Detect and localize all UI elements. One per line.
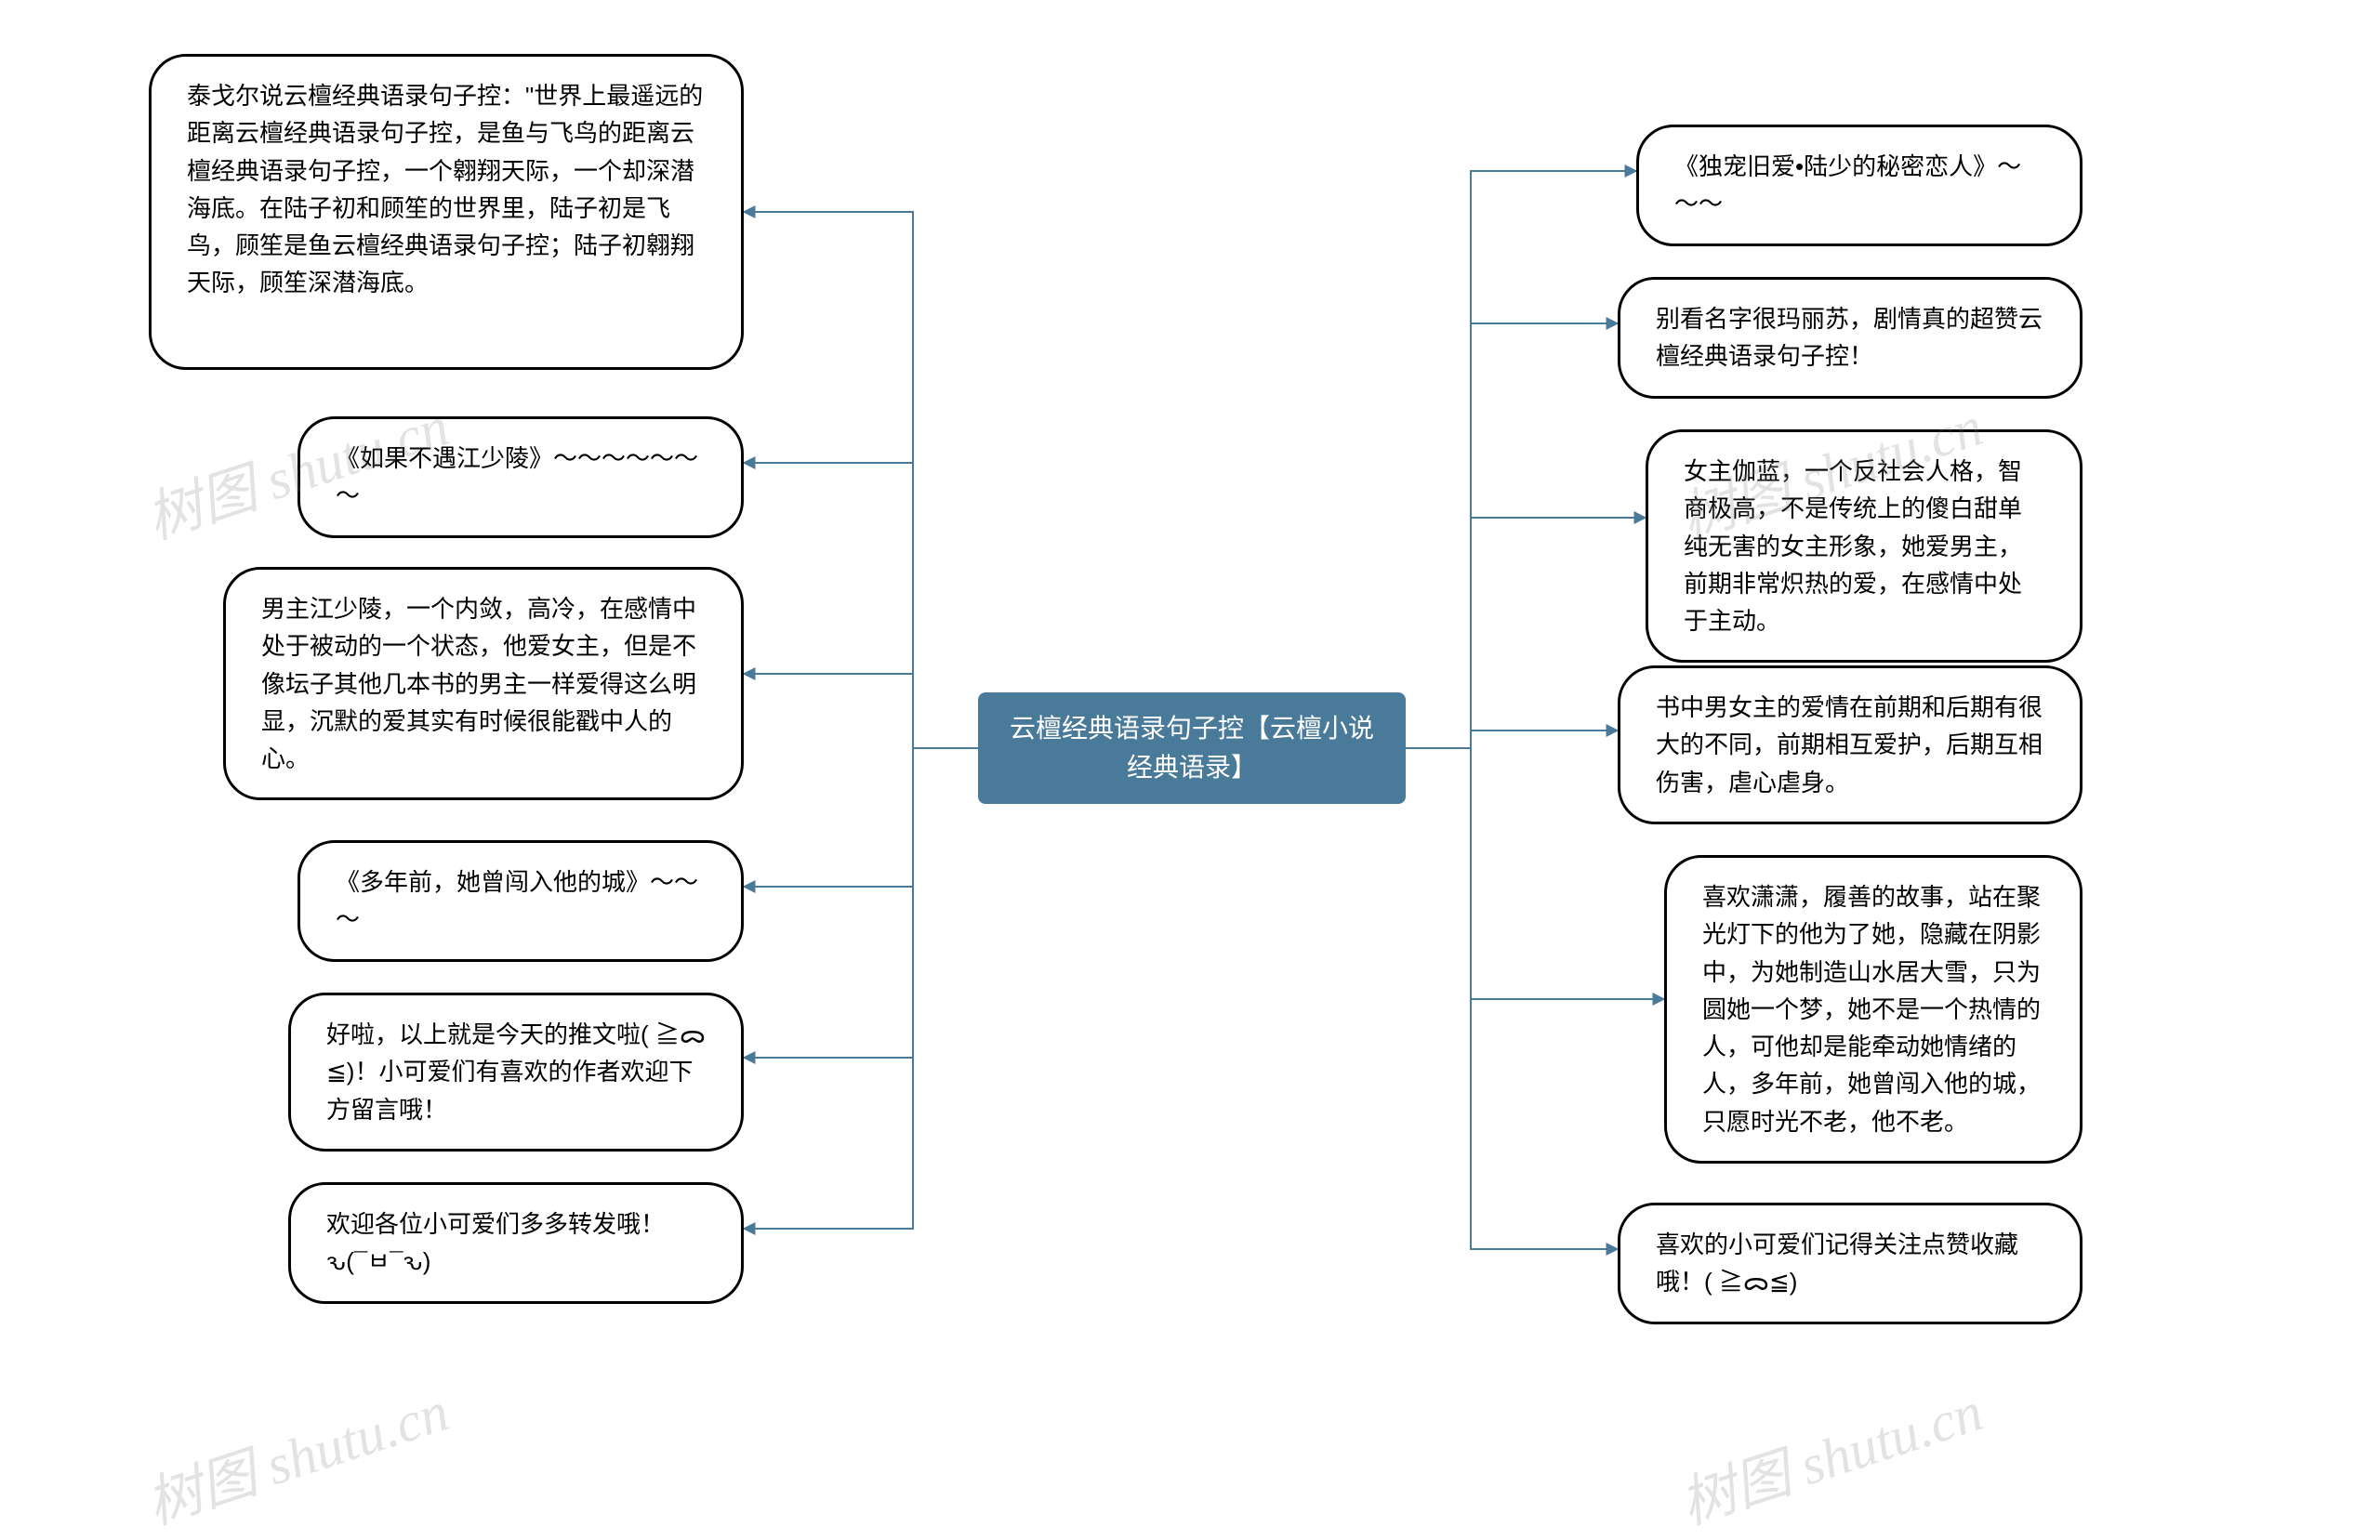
center-topic-label: 云檀经典语录句子控【云檀小说经典语录】 xyxy=(1004,709,1380,787)
left-node-3[interactable]: 《多年前，她曾闯入他的城》～～～ xyxy=(298,840,744,962)
connector xyxy=(1406,748,1618,1249)
connector xyxy=(744,674,978,748)
node-text: 喜欢的小可爱们记得关注点赞收藏哦！( ≧ᯅ≦) xyxy=(1656,1231,2018,1296)
connector xyxy=(1406,323,1618,748)
left-node-4[interactable]: 好啦，以上就是今天的推文啦( ≧ᯅ≦)！小可爱们有喜欢的作者欢迎下方留言哦！ xyxy=(288,993,744,1152)
center-topic[interactable]: 云檀经典语录句子控【云檀小说经典语录】 xyxy=(978,692,1406,804)
node-text: 男主江少陵，一个内敛，高冷，在感情中处于被动的一个状态，他爱女主，但是不像坛子其… xyxy=(261,595,696,772)
node-text: 《多年前，她曾闯入他的城》～～～ xyxy=(336,868,698,933)
connector xyxy=(744,748,978,1229)
connector xyxy=(1406,731,1618,748)
right-node-4[interactable]: 喜欢潇潇，履善的故事，站在聚光灯下的他为了她，隐藏在阴影中，为她制造山水居大雪，… xyxy=(1664,855,2082,1164)
connector xyxy=(744,748,978,887)
node-text: 女主伽蓝，一个反社会人格，智商极高，不是传统上的傻白甜单纯无害的女主形象，她爱男… xyxy=(1684,457,2022,635)
watermark-3: 树图 shutu.cn xyxy=(1669,1366,1991,1540)
connector xyxy=(744,463,978,748)
right-node-3[interactable]: 书中男女主的爱情在前期和后期有很大的不同，前期相互爱护，后期互相伤害，虐心虐身。 xyxy=(1618,665,2082,824)
left-node-2[interactable]: 男主江少陵，一个内敛，高冷，在感情中处于被动的一个状态，他爱女主，但是不像坛子其… xyxy=(223,567,744,800)
node-text: 书中男女主的爱情在前期和后期有很大的不同，前期相互爱护，后期互相伤害，虐心虐身。 xyxy=(1656,693,2043,796)
node-text: 好啦，以上就是今天的推文啦( ≧ᯅ≦)！小可爱们有喜欢的作者欢迎下方留言哦！ xyxy=(326,1020,706,1124)
right-node-0[interactable]: 《独宠旧爱•陆少的秘密恋人》～～～ xyxy=(1636,125,2082,246)
right-node-1[interactable]: 别看名字很玛丽苏，剧情真的超赞云檀经典语录句子控！ xyxy=(1618,277,2082,399)
node-text: 欢迎各位小可爱们多多转发哦！ԅ(¯ㅂ¯ԅ) xyxy=(326,1210,665,1275)
watermark-2: 树图 shutu.cn xyxy=(135,1366,457,1540)
connector xyxy=(744,748,978,1058)
connector xyxy=(1406,171,1636,748)
connector xyxy=(744,212,978,748)
mindmap-canvas: 云檀经典语录句子控【云檀小说经典语录】 泰戈尔说云檀经典语录句子控："世界上最遥… xyxy=(0,0,2380,1512)
left-node-0[interactable]: 泰戈尔说云檀经典语录句子控："世界上最遥远的距离云檀经典语录句子控，是鱼与飞鸟的… xyxy=(149,54,744,370)
left-node-5[interactable]: 欢迎各位小可爱们多多转发哦！ԅ(¯ㅂ¯ԅ) xyxy=(288,1182,744,1304)
left-node-1[interactable]: 《如果不遇江少陵》～～～～～～～ xyxy=(298,416,744,538)
node-text: 喜欢潇潇，履善的故事，站在聚光灯下的他为了她，隐藏在阴影中，为她制造山水居大雪，… xyxy=(1702,883,2041,1136)
node-text: 《独宠旧爱•陆少的秘密恋人》～～～ xyxy=(1674,152,2021,217)
node-text: 泰戈尔说云檀经典语录句子控："世界上最遥远的距离云檀经典语录句子控，是鱼与飞鸟的… xyxy=(187,82,703,296)
right-node-2[interactable]: 女主伽蓝，一个反社会人格，智商极高，不是传统上的傻白甜单纯无害的女主形象，她爱男… xyxy=(1646,429,2082,663)
connector xyxy=(1406,518,1646,748)
node-text: 别看名字很玛丽苏，剧情真的超赞云檀经典语录句子控！ xyxy=(1656,305,2043,370)
node-text: 《如果不遇江少陵》～～～～～～～ xyxy=(336,444,698,509)
right-node-5[interactable]: 喜欢的小可爱们记得关注点赞收藏哦！( ≧ᯅ≦) xyxy=(1618,1203,2082,1324)
